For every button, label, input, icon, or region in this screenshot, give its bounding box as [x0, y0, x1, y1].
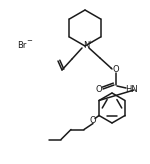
Text: O: O [90, 116, 96, 125]
Text: N: N [83, 41, 89, 51]
Text: HN: HN [125, 85, 137, 94]
Text: O: O [96, 85, 102, 94]
Text: Br: Br [17, 41, 27, 50]
Text: −: − [26, 38, 32, 44]
Text: +: + [87, 40, 93, 44]
Text: O: O [113, 64, 119, 73]
